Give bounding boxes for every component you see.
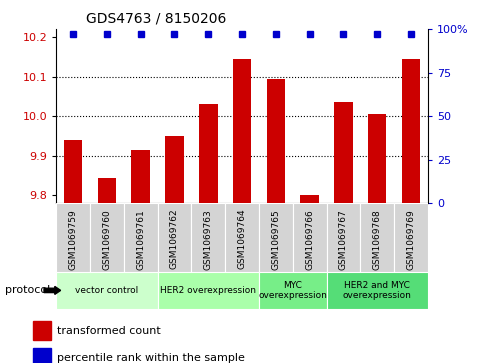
Text: GSM1069759: GSM1069759 [68, 209, 78, 270]
Bar [98, 178, 116, 203]
Text: GSM1069767: GSM1069767 [338, 209, 347, 270]
Bar [259, 203, 292, 272]
Text: GSM1069765: GSM1069765 [271, 209, 280, 270]
Bar [90, 203, 123, 272]
Text: GSM1069768: GSM1069768 [372, 209, 381, 270]
Bar [191, 203, 224, 272]
Bar [33, 321, 51, 340]
Text: HER2 and MYC
overexpression: HER2 and MYC overexpression [342, 281, 411, 300]
Bar [326, 203, 360, 272]
Text: GSM1069763: GSM1069763 [203, 209, 212, 270]
Bar [33, 348, 51, 363]
Bar [157, 203, 191, 272]
Bar [56, 203, 90, 272]
Bar [64, 140, 82, 203]
Bar [360, 203, 393, 272]
Bar [367, 114, 386, 203]
Text: GSM1069769: GSM1069769 [406, 209, 415, 270]
Text: MYC
overexpression: MYC overexpression [258, 281, 326, 300]
Text: GSM1069760: GSM1069760 [102, 209, 111, 270]
Bar [259, 272, 326, 309]
Text: GSM1069762: GSM1069762 [170, 209, 179, 269]
Text: protocol: protocol [5, 285, 50, 295]
Bar [157, 272, 259, 309]
Bar [56, 272, 157, 309]
Bar [224, 203, 259, 272]
Bar [326, 272, 427, 309]
Bar [401, 59, 419, 203]
Text: percentile rank within the sample: percentile rank within the sample [58, 353, 245, 363]
Text: GSM1069761: GSM1069761 [136, 209, 145, 270]
Text: GDS4763 / 8150206: GDS4763 / 8150206 [86, 11, 226, 25]
Bar [292, 203, 326, 272]
Bar [123, 203, 157, 272]
Text: vector control: vector control [75, 286, 138, 295]
Bar [266, 78, 285, 203]
Bar [300, 195, 318, 203]
Bar [333, 102, 352, 203]
Text: transformed count: transformed count [58, 326, 161, 336]
Bar [131, 150, 150, 203]
Bar [232, 59, 251, 203]
Text: HER2 overexpression: HER2 overexpression [160, 286, 256, 295]
Bar [165, 136, 183, 203]
Text: GSM1069764: GSM1069764 [237, 209, 246, 269]
Bar [199, 104, 217, 203]
Text: GSM1069766: GSM1069766 [305, 209, 313, 270]
Bar [393, 203, 427, 272]
